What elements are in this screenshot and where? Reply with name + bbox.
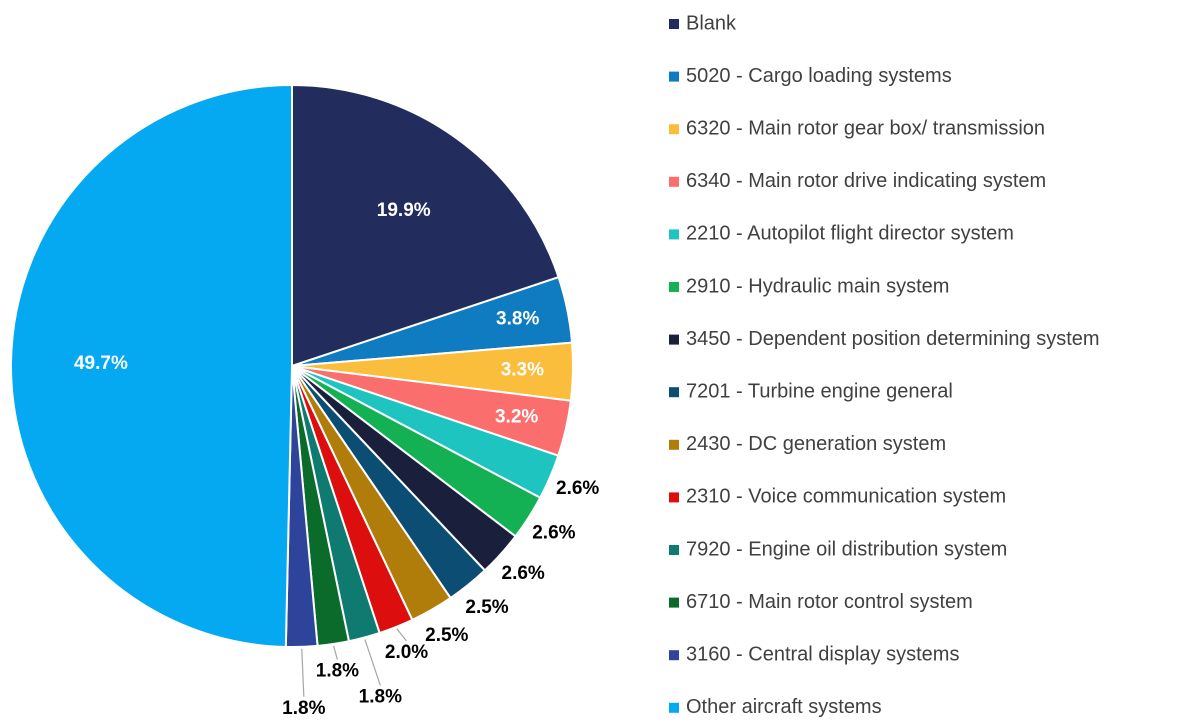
pie-slice <box>291 83 560 368</box>
data-label: 3.2% <box>495 406 538 427</box>
legend-label: 5020 - Cargo loading systems <box>686 65 952 87</box>
legend-marker <box>669 229 679 240</box>
data-label: 2.5% <box>465 597 508 618</box>
legend-label: 2310 - Voice communication system <box>686 486 1006 508</box>
data-label: 3.3% <box>501 360 544 381</box>
legend-label: 2910 - Hydraulic main system <box>686 275 949 297</box>
legend-marker <box>669 176 679 187</box>
data-label: 1.8% <box>359 686 402 707</box>
legend-marker <box>669 282 679 292</box>
legend-label: 2430 - DC generation system <box>686 433 946 455</box>
legend-label: 7201 - Turbine engine general <box>686 380 953 402</box>
legend-marker <box>669 545 679 555</box>
legend-marker <box>669 439 679 450</box>
leader-line <box>333 645 338 660</box>
data-label: 2.6% <box>532 523 575 544</box>
legend-marker <box>669 19 679 29</box>
legend-marker <box>669 492 679 503</box>
legend-marker <box>669 650 679 661</box>
data-label: 1.8% <box>282 698 325 719</box>
data-label: 2.5% <box>425 625 468 646</box>
legend-marker <box>669 702 679 713</box>
data-label: 19.9% <box>377 200 431 221</box>
data-label: 49.7% <box>74 353 128 374</box>
legend-marker <box>669 124 679 135</box>
data-label: 2.6% <box>502 563 545 584</box>
legend-marker <box>669 71 679 82</box>
legend-label: 6340 - Main rotor drive indicating syste… <box>686 170 1046 192</box>
data-label: 2.6% <box>556 478 599 499</box>
legend-label: 3160 - Central display systems <box>686 643 959 665</box>
legend-label: 3450 - Dependent position determining sy… <box>686 328 1100 350</box>
legend-marker <box>669 597 679 608</box>
leader-line <box>301 648 305 697</box>
legend-label: 6320 - Main rotor gear box/ transmission <box>686 117 1045 139</box>
legend-label: 6710 - Main rotor control system <box>686 591 973 613</box>
legend-label: 7920 - Engine oil distribution system <box>686 538 1007 560</box>
leader-line <box>364 639 381 686</box>
legend-label: Other aircraft systems <box>686 696 882 718</box>
pie-slice <box>10 83 293 648</box>
legend-marker <box>669 334 679 345</box>
data-label: 3.8% <box>496 309 539 330</box>
legend-label: Blank <box>686 12 737 34</box>
legend-label: 2210 - Autopilot flight director system <box>686 223 1014 245</box>
leader-line <box>396 628 408 642</box>
data-label: 1.8% <box>316 661 359 682</box>
legend-marker <box>669 387 679 398</box>
data-label: 2.0% <box>385 642 428 663</box>
